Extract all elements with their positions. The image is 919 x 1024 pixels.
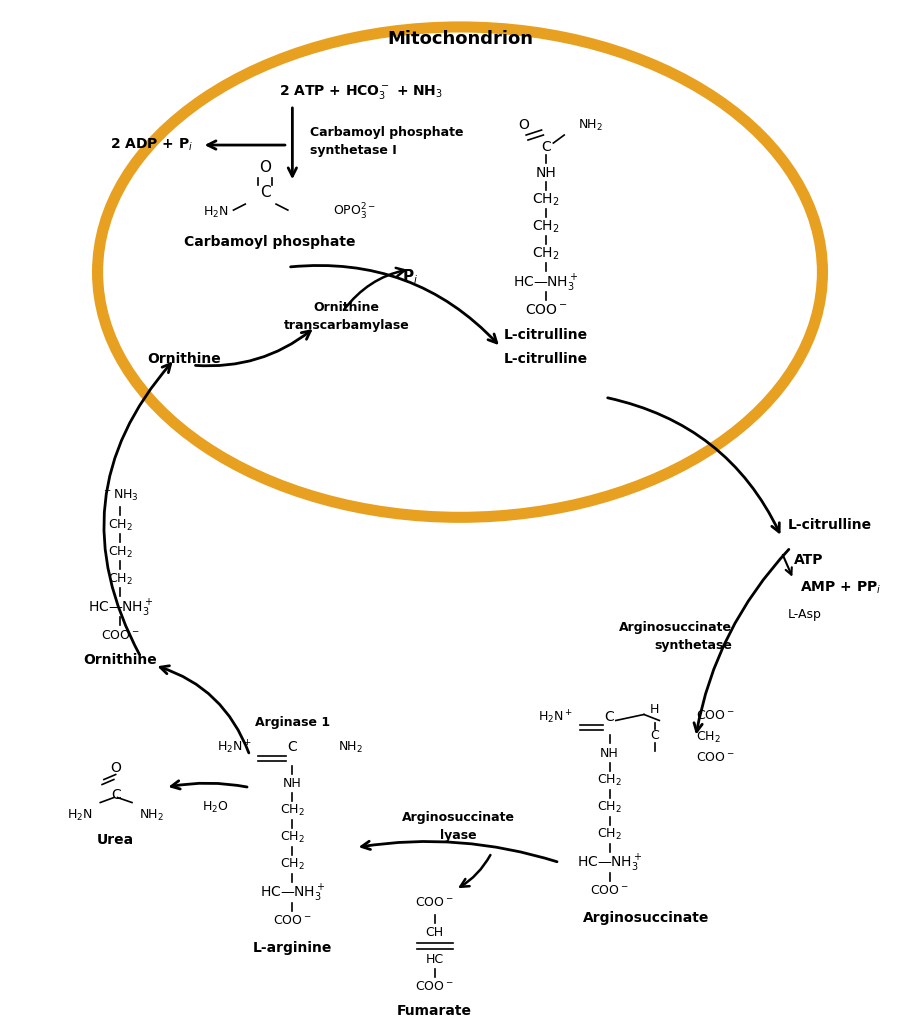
Text: L-citrulline: L-citrulline	[504, 328, 587, 342]
Text: Arginosuccinate: Arginosuccinate	[618, 621, 731, 634]
Text: C: C	[540, 140, 550, 154]
Text: 2 ADP + P$_i$: 2 ADP + P$_i$	[109, 137, 192, 154]
Text: C: C	[110, 787, 120, 802]
Text: Ornithine: Ornithine	[313, 301, 380, 313]
Text: L-arginine: L-arginine	[253, 941, 332, 954]
Text: synthetase: synthetase	[653, 639, 731, 652]
Text: $^+$NH$_3$: $^+$NH$_3$	[102, 486, 138, 504]
Text: COO$^-$: COO$^-$	[273, 914, 312, 927]
Text: H$_2$N: H$_2$N	[202, 205, 228, 219]
Text: Fumarate: Fumarate	[397, 1004, 471, 1018]
Text: CH$_2$: CH$_2$	[279, 803, 304, 818]
Text: C: C	[287, 740, 297, 755]
Text: HC: HC	[425, 953, 443, 967]
Text: NH: NH	[283, 777, 301, 791]
Text: C: C	[259, 184, 270, 200]
Text: H: H	[650, 702, 659, 716]
Text: Arginosuccinate: Arginosuccinate	[582, 910, 709, 925]
Text: H$_2$N: H$_2$N	[66, 808, 92, 823]
Text: AMP + PP$_i$: AMP + PP$_i$	[799, 580, 880, 596]
Text: CH$_2$: CH$_2$	[596, 827, 621, 842]
Text: CH$_2$: CH$_2$	[108, 518, 132, 532]
Text: P$_i$: P$_i$	[402, 268, 418, 287]
Text: O: O	[110, 761, 121, 774]
Text: C: C	[604, 711, 614, 724]
Text: H$_2$O: H$_2$O	[202, 800, 229, 815]
Text: COO$^-$: COO$^-$	[524, 303, 567, 317]
Text: O: O	[259, 160, 271, 174]
Text: transcarbamylase: transcarbamylase	[284, 318, 409, 332]
Text: L-Asp: L-Asp	[788, 608, 821, 621]
Text: OPO$_3^{2-}$: OPO$_3^{2-}$	[333, 202, 376, 222]
Text: H$_2$N$^+$: H$_2$N$^+$	[216, 738, 251, 756]
Text: Ornithine: Ornithine	[147, 352, 221, 367]
Text: Arginosuccinate: Arginosuccinate	[402, 811, 514, 824]
Text: HC—NH$_3^+$: HC—NH$_3^+$	[87, 598, 153, 620]
Text: synthetase I: synthetase I	[310, 143, 397, 157]
Text: CH$_2$: CH$_2$	[532, 219, 560, 236]
Text: COO$^-$: COO$^-$	[414, 980, 453, 993]
Text: Urea: Urea	[97, 833, 134, 847]
Text: COO$^-$: COO$^-$	[414, 896, 453, 909]
Text: NH: NH	[599, 746, 618, 760]
Text: Carbamoyl phosphate: Carbamoyl phosphate	[184, 236, 355, 249]
Text: CH$_2$: CH$_2$	[596, 773, 621, 788]
Text: C: C	[650, 729, 659, 742]
Text: NH$_2$: NH$_2$	[140, 808, 165, 823]
Text: L-citrulline: L-citrulline	[504, 352, 587, 367]
Text: CH$_2$: CH$_2$	[279, 857, 304, 872]
Text: Arginase 1: Arginase 1	[255, 716, 330, 729]
Text: lyase: lyase	[439, 829, 476, 842]
Text: ATP: ATP	[792, 553, 823, 567]
Text: 2 ATP + HCO$_3^-$ + NH$_3$: 2 ATP + HCO$_3^-$ + NH$_3$	[278, 83, 442, 101]
Text: Ornithine: Ornithine	[84, 653, 157, 668]
Text: CH$_2$: CH$_2$	[532, 191, 560, 208]
Text: CH$_2$: CH$_2$	[108, 545, 132, 560]
Text: Carbamoyl phosphate: Carbamoyl phosphate	[310, 126, 463, 138]
Text: HC—NH$_3^+$: HC—NH$_3^+$	[576, 853, 641, 874]
Text: COO$^-$: COO$^-$	[101, 629, 140, 642]
Text: NH$_2$: NH$_2$	[337, 740, 362, 755]
Text: CH: CH	[425, 926, 443, 939]
Text: L-citrulline: L-citrulline	[788, 518, 871, 532]
Text: Mitochondrion: Mitochondrion	[387, 30, 532, 48]
Text: COO$^-$: COO$^-$	[590, 884, 628, 897]
Text: HC—NH$_3^+$: HC—NH$_3^+$	[259, 883, 324, 904]
Text: CH$_2$: CH$_2$	[532, 246, 560, 262]
Text: COO$^-$: COO$^-$	[695, 751, 733, 764]
Text: HC—NH$_3^+$: HC—NH$_3^+$	[513, 272, 578, 294]
Text: O: O	[517, 118, 528, 132]
Text: CH$_2$: CH$_2$	[279, 830, 304, 845]
Text: COO$^-$: COO$^-$	[695, 709, 733, 722]
Text: CH$_2$: CH$_2$	[596, 800, 621, 815]
Text: CH$_2$: CH$_2$	[695, 730, 720, 745]
Text: NH$_2$: NH$_2$	[577, 118, 602, 132]
Text: H$_2$N$^+$: H$_2$N$^+$	[538, 709, 573, 726]
Text: NH: NH	[535, 166, 556, 180]
Text: CH$_2$: CH$_2$	[108, 571, 132, 587]
